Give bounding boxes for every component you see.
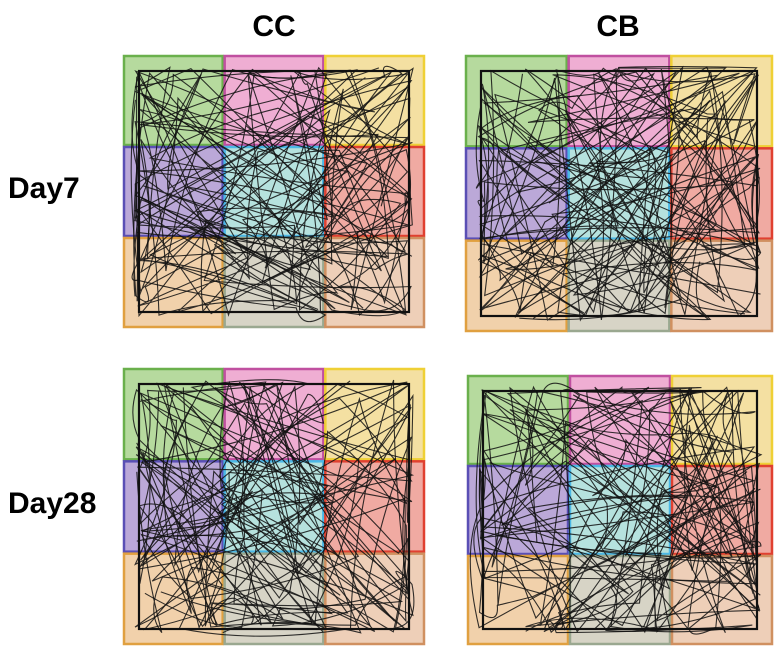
trajectory [131, 66, 413, 317]
trajectory [478, 67, 758, 314]
trajectory-border [137, 69, 411, 314]
trajectory [134, 381, 415, 629]
trajectory [477, 65, 762, 320]
trajectory [136, 384, 406, 632]
trajectory [469, 387, 761, 635]
trajectory-border [137, 382, 411, 631]
column-label: CB [596, 10, 639, 43]
trajectory [473, 386, 761, 634]
trajectory [477, 67, 761, 322]
trajectory [134, 67, 413, 318]
trajectory [130, 66, 413, 312]
row-label: Day28 [8, 487, 96, 520]
trajectory-border [481, 389, 759, 631]
trajectory [156, 379, 414, 637]
trajectory [478, 72, 760, 321]
trajectory [132, 380, 415, 633]
row-label: Day7 [8, 172, 80, 205]
trajectory [475, 66, 761, 315]
trajectory [475, 385, 763, 634]
trajectory-border [479, 69, 759, 318]
trajectory [479, 382, 762, 633]
trajectory [136, 379, 413, 633]
column-label: CC [252, 10, 295, 43]
